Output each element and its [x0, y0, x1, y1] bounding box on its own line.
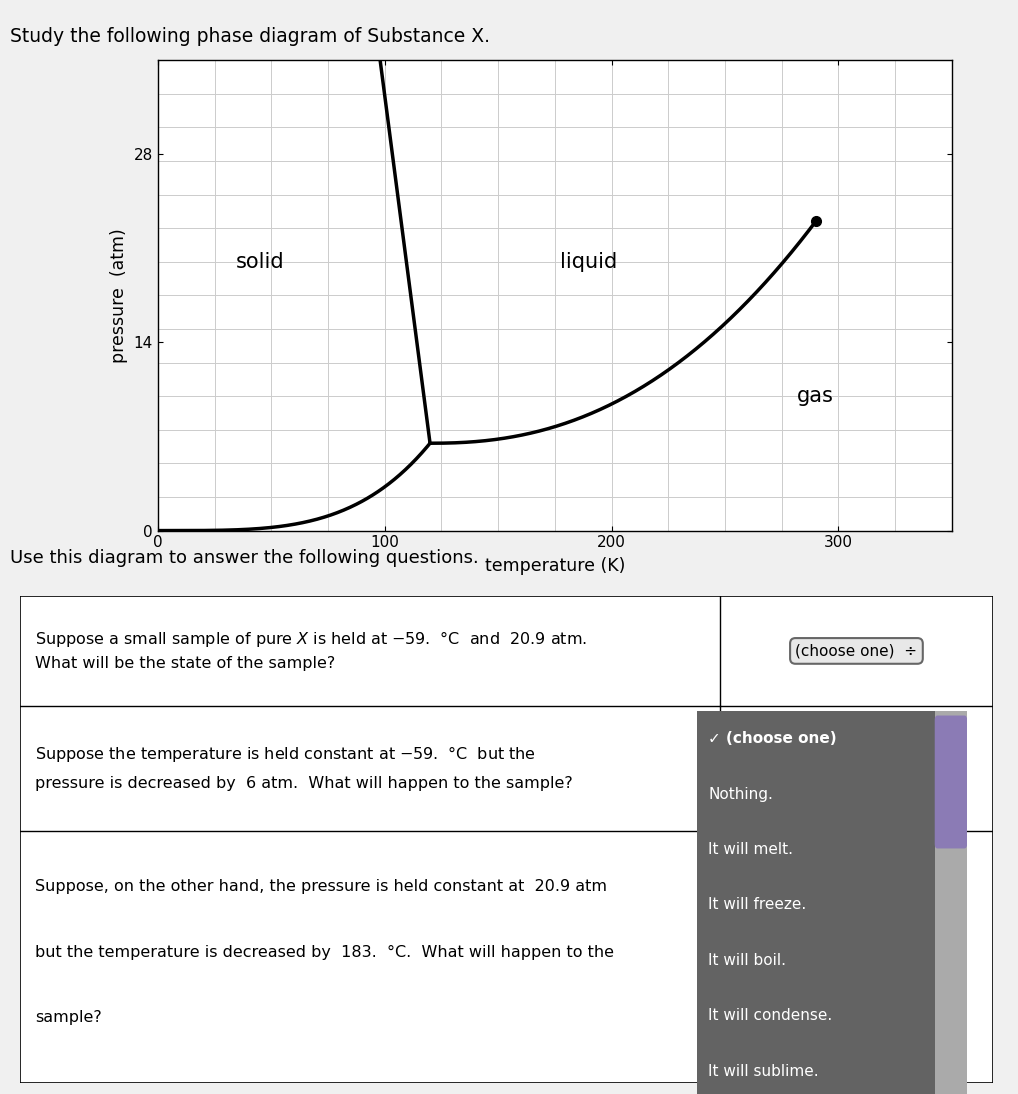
Text: liquid: liquid — [560, 252, 618, 271]
Text: pressure is decreased by  6 atm.  What will happen to the sample?: pressure is decreased by 6 atm. What wil… — [35, 776, 573, 791]
Text: It will sublime.: It will sublime. — [709, 1063, 818, 1079]
Text: ✓ (choose one): ✓ (choose one) — [709, 731, 837, 746]
Text: It will boil.: It will boil. — [709, 953, 786, 968]
Text: Suppose the temperature is held constant at $-$59.  °C  but the: Suppose the temperature is held constant… — [35, 744, 535, 764]
FancyBboxPatch shape — [693, 705, 939, 1094]
FancyBboxPatch shape — [20, 596, 993, 1083]
Y-axis label: pressure  (atm): pressure (atm) — [110, 228, 128, 363]
Text: Study the following phase diagram of Substance X.: Study the following phase diagram of Sub… — [10, 27, 491, 46]
Text: It will freeze.: It will freeze. — [709, 897, 806, 912]
Text: Suppose, on the other hand, the pressure is held constant at  20.9 atm: Suppose, on the other hand, the pressure… — [35, 880, 607, 894]
Text: It will melt.: It will melt. — [709, 842, 793, 857]
Text: Nothing.: Nothing. — [709, 787, 773, 802]
Text: sample?: sample? — [35, 1010, 102, 1025]
X-axis label: temperature (K): temperature (K) — [485, 558, 625, 575]
Text: Suppose a small sample of pure $\mathit{X}$ is held at $-$59.  °C  and  20.9 atm: Suppose a small sample of pure $\mathit{… — [35, 629, 587, 649]
Text: but the temperature is decreased by  183.  °C.  What will happen to the: but the temperature is decreased by 183.… — [35, 945, 614, 959]
Text: (choose one)  ÷: (choose one) ÷ — [795, 643, 917, 659]
Text: What will be the state of the sample?: What will be the state of the sample? — [35, 655, 335, 671]
Bar — [935, 711, 967, 1094]
FancyBboxPatch shape — [935, 715, 967, 849]
Text: It will condense.: It will condense. — [709, 1009, 833, 1023]
Text: gas: gas — [797, 386, 834, 406]
Text: Use this diagram to answer the following questions.: Use this diagram to answer the following… — [10, 549, 478, 567]
Text: solid: solid — [235, 252, 284, 271]
